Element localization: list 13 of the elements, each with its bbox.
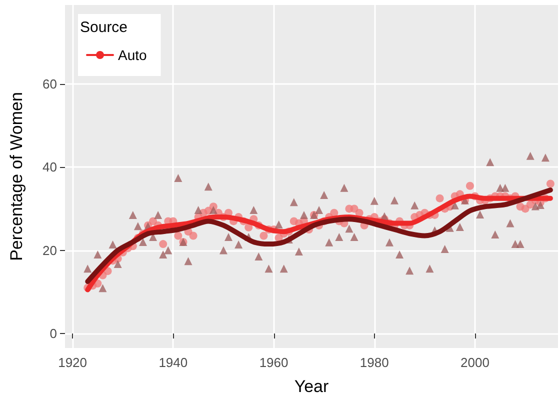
x-tick-label: 2000 <box>460 355 490 370</box>
legend-label: Auto <box>118 47 148 63</box>
y-tick-label: 60 <box>42 76 57 92</box>
x-axis-title: Year <box>294 377 330 396</box>
x-tick-label: 1940 <box>158 355 188 370</box>
x-tick-label: 1960 <box>259 355 288 370</box>
legend-title: Source <box>80 19 128 36</box>
y-tick-label: 0 <box>50 326 57 341</box>
y-tick-label: 40 <box>42 160 57 175</box>
y-tick-label: 20 <box>42 242 57 258</box>
y-axis-title: Percentage of Women <box>7 92 26 261</box>
x-tick-label: 1920 <box>58 355 88 370</box>
x-tick-label: 1980 <box>360 355 389 370</box>
